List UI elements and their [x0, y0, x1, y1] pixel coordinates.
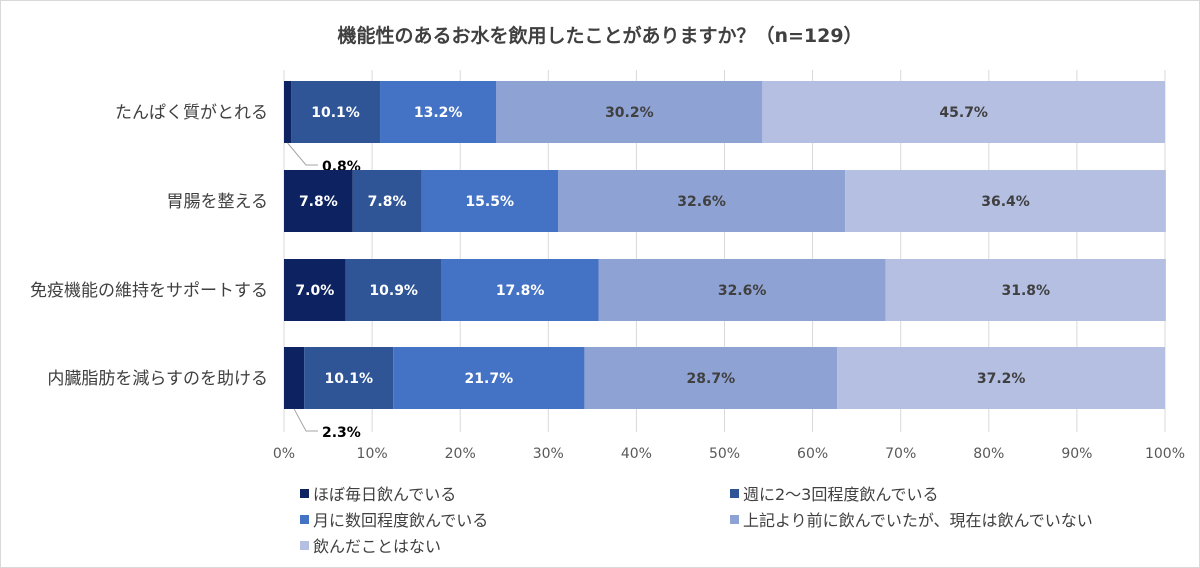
data-label: 30.2%: [605, 105, 654, 121]
legend-swatch: [300, 488, 309, 498]
bar-segment: [557, 170, 846, 232]
legend-label: 上記より前に飲んでいたが、現在は飲んでいない: [743, 511, 1093, 530]
bar-segment: [885, 259, 1166, 321]
bar-segment: [584, 347, 838, 409]
legend-swatch: [730, 488, 739, 498]
x-tick-label: 40%: [621, 446, 652, 462]
data-label: 2.3%: [322, 425, 361, 441]
x-tick-label: 20%: [445, 446, 476, 462]
x-tick-label: 60%: [797, 446, 828, 462]
bar-segment: [304, 347, 394, 409]
legend-label: 月に数回程度飲んでいる: [313, 511, 489, 530]
bar-segment: [762, 81, 1165, 143]
bar-segment: [284, 170, 353, 232]
bar-segment: [441, 259, 599, 321]
data-label: 28.7%: [687, 371, 736, 387]
bar-segment: [380, 81, 497, 143]
callout-line: [293, 408, 318, 432]
bar-segment: [284, 81, 292, 143]
data-label: 7.0%: [295, 283, 334, 299]
data-label: 7.8%: [299, 194, 338, 210]
legend: ほぼ毎日飲んでいる 週に2～3回程度飲んでいる月に数回程度飲んでいる 上記より前に飲…: [300, 482, 1180, 556]
x-tick-label: 100%: [1145, 446, 1185, 462]
data-label: 17.8%: [496, 283, 545, 299]
legend-item: ほぼ毎日飲んでいる: [300, 482, 730, 504]
x-tick-label: 50%: [709, 446, 740, 462]
x-tick-label: 90%: [1061, 446, 1092, 462]
data-label: 32.6%: [718, 283, 767, 299]
data-label: 10.1%: [324, 371, 373, 387]
data-label: 13.2%: [414, 105, 463, 121]
data-label: 15.5%: [465, 194, 514, 210]
legend-item: 上記より前に飲んでいたが、現在は飲んでいない: [730, 508, 1180, 530]
legend-item: 月に数回程度飲んでいる: [300, 508, 730, 530]
data-label: 10.9%: [369, 283, 418, 299]
legend-label: ほぼ毎日飲んでいる: [313, 485, 457, 504]
category-label: たんぱく質がとれる: [115, 103, 268, 123]
x-tick-label: 70%: [885, 446, 916, 462]
bar-segment: [393, 347, 585, 409]
category-label: 胃腸を整える: [167, 192, 269, 212]
category-label: 免疫機能の維持をサポートする: [30, 281, 268, 301]
bar-segment: [291, 81, 381, 143]
bar-segment: [845, 170, 1166, 232]
bar-segment: [284, 259, 346, 321]
category-label: 内臓脂肪を減らすのを助ける: [47, 369, 268, 389]
bar-segment: [837, 347, 1165, 409]
bar-segment: [352, 170, 422, 232]
legend-item: 週に2～3回程度飲んでいる: [730, 482, 1180, 504]
legend-swatch: [730, 514, 739, 524]
x-tick-label: 80%: [973, 446, 1004, 462]
x-tick-label: 10%: [357, 446, 388, 462]
data-label: 45.7%: [939, 105, 988, 121]
bar-segment: [345, 259, 442, 321]
data-label: 10.1%: [311, 105, 360, 121]
data-label: 36.4%: [981, 194, 1030, 210]
legend-swatch: [300, 514, 309, 524]
legend-label: 週に2～3回程度飲んでいる: [743, 485, 939, 504]
bar-segment: [598, 259, 886, 321]
x-tick-label: 0%: [273, 446, 295, 462]
legend-item: 飲んだことはない: [300, 534, 730, 556]
legend-label: 飲んだことはない: [313, 537, 442, 556]
callout-line: [287, 142, 318, 166]
legend-swatch: [300, 540, 309, 550]
bar-segment: [284, 347, 305, 409]
data-label: 32.6%: [677, 194, 726, 210]
data-label: 37.2%: [977, 371, 1026, 387]
bar-segment: [496, 81, 763, 143]
chart-title: 機能性のあるお水を飲用したことがありますか？（n=129）: [337, 24, 862, 47]
bar-segment: [421, 170, 558, 232]
data-label: 7.8%: [368, 194, 407, 210]
data-label: 31.8%: [1002, 283, 1051, 299]
data-label: 21.7%: [465, 371, 514, 387]
x-tick-label: 30%: [533, 446, 564, 462]
